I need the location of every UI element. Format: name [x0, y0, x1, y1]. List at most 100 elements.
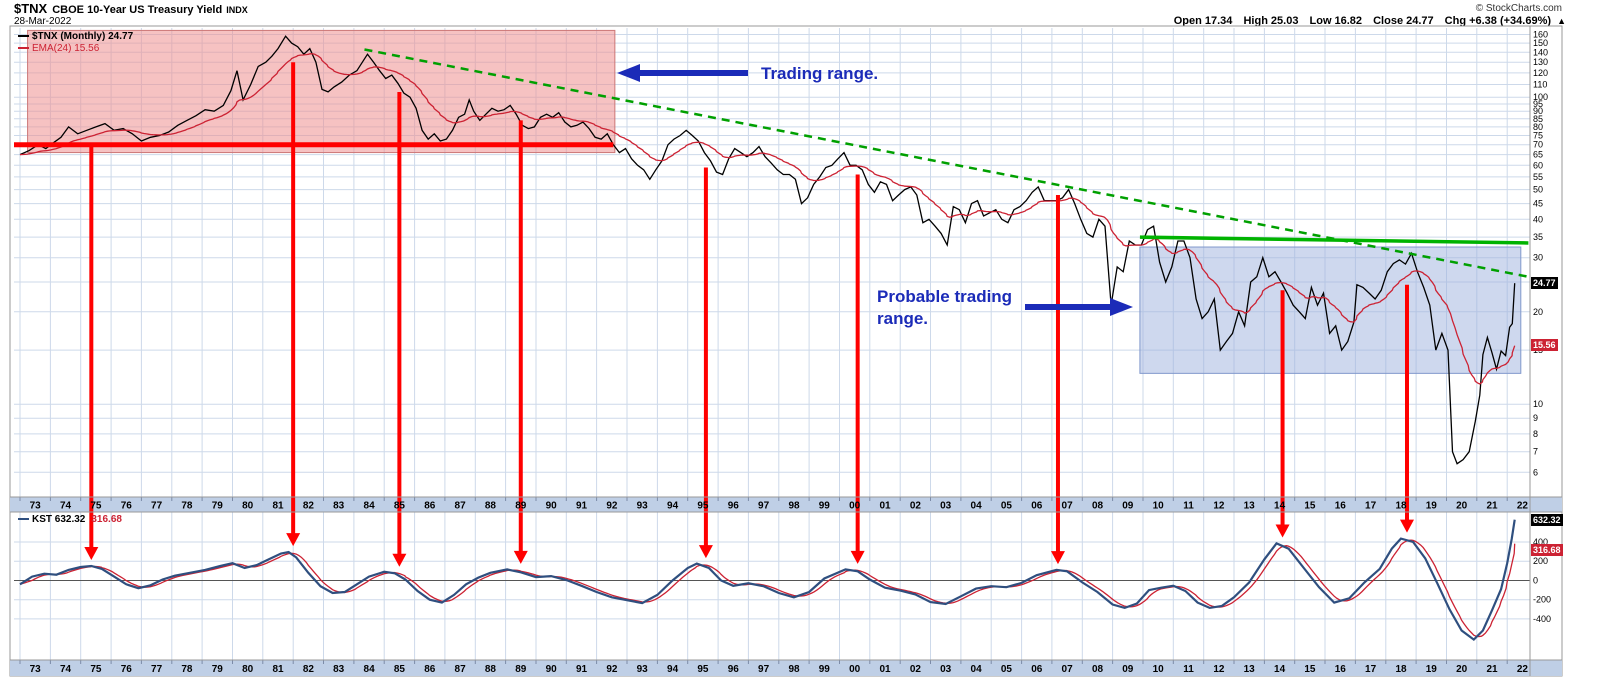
svg-text:16: 16 [1335, 501, 1347, 512]
svg-text:90: 90 [546, 501, 558, 512]
quote-line: Open 17.34 High 25.03 Low 16.82 Close 24.77 … [1166, 15, 1566, 27]
svg-text:400: 400 [1533, 537, 1548, 547]
ema-legend-label: EMA(24) 15.56 [32, 43, 100, 54]
open-value: 17.34 [1204, 15, 1233, 27]
svg-text:85: 85 [1533, 114, 1543, 124]
svg-text:74: 74 [60, 501, 72, 512]
svg-text:10: 10 [1533, 399, 1543, 409]
svg-text:07: 07 [1062, 664, 1074, 675]
svg-text:8: 8 [1533, 429, 1538, 439]
svg-text:17: 17 [1365, 664, 1377, 675]
chg-value: +6.38 (+34.69%) [1469, 15, 1552, 27]
svg-text:00: 00 [849, 501, 861, 512]
svg-text:79: 79 [212, 664, 224, 675]
svg-text:91: 91 [576, 664, 588, 675]
svg-text:94: 94 [667, 501, 679, 512]
svg-text:22: 22 [1517, 664, 1529, 675]
svg-text:15: 15 [1304, 664, 1316, 675]
low-label: Low [1309, 15, 1332, 27]
kst-signal-value-box: 316.68 [1531, 544, 1563, 556]
kst-signal-value: 316.68 [91, 514, 122, 525]
svg-text:95: 95 [1533, 99, 1543, 109]
last-price-box: 24.77 [1531, 277, 1558, 289]
symbol-name: CBOE 10-Year US Treasury Yield [52, 4, 223, 16]
svg-text:35: 35 [1533, 232, 1543, 242]
up-triangle-icon: ▲ [1557, 16, 1566, 26]
svg-text:73: 73 [30, 664, 42, 675]
price-line-swatch [18, 35, 29, 38]
svg-text:06: 06 [1031, 664, 1043, 675]
svg-text:19: 19 [1426, 501, 1438, 512]
probable-trading-range-label: Probable trading range. [877, 287, 1013, 328]
stockcharts-watermark: © StockCharts.com [1475, 3, 1562, 14]
svg-text:82: 82 [303, 664, 315, 675]
high-label: High [1243, 15, 1268, 27]
svg-text:30: 30 [1533, 253, 1543, 263]
main-legend: $TNX (Monthly) 24.77 EMA(24) 15.56 [18, 31, 133, 54]
kst-line-swatch [18, 518, 29, 521]
svg-text:10: 10 [1153, 664, 1165, 675]
svg-text:17: 17 [1365, 501, 1377, 512]
svg-text:81: 81 [272, 501, 284, 512]
svg-text:01: 01 [879, 501, 891, 512]
svg-text:-200: -200 [1533, 595, 1551, 605]
svg-text:-400: -400 [1533, 614, 1551, 624]
svg-text:18: 18 [1395, 501, 1407, 512]
svg-text:97: 97 [758, 501, 770, 512]
svg-text:03: 03 [940, 664, 952, 675]
svg-text:120: 120 [1533, 68, 1548, 78]
chart-date: 28-Mar-2022 [14, 16, 72, 27]
trading-range-label: Trading range. [761, 64, 879, 83]
svg-text:20: 20 [1456, 501, 1468, 512]
symbol: $TNX [14, 1, 48, 16]
chg-label: Chg [1444, 15, 1467, 27]
svg-text:97: 97 [758, 664, 770, 675]
svg-text:80: 80 [1533, 122, 1543, 132]
svg-text:150: 150 [1533, 38, 1548, 48]
svg-text:130: 130 [1533, 57, 1548, 67]
svg-text:75: 75 [90, 501, 102, 512]
kst-value: KST 632.32 [32, 514, 86, 525]
svg-text:05: 05 [1001, 501, 1013, 512]
svg-text:13: 13 [1244, 664, 1256, 675]
svg-text:08: 08 [1092, 501, 1104, 512]
svg-text:65: 65 [1533, 150, 1543, 160]
svg-text:140: 140 [1533, 47, 1548, 57]
svg-text:96: 96 [728, 664, 740, 675]
svg-text:00: 00 [849, 664, 861, 675]
main-legend-label: $TNX (Monthly) 24.77 [32, 31, 134, 42]
svg-text:160: 160 [1533, 30, 1548, 40]
svg-text:02: 02 [910, 501, 922, 512]
svg-text:55: 55 [1533, 172, 1543, 182]
svg-text:94: 94 [667, 664, 679, 675]
svg-text:93: 93 [637, 501, 649, 512]
svg-text:0: 0 [1533, 576, 1538, 586]
ema-value-box: 15.56 [1531, 339, 1558, 351]
svg-text:79: 79 [212, 501, 224, 512]
svg-text:07: 07 [1062, 501, 1074, 512]
svg-text:04: 04 [971, 664, 983, 675]
svg-text:92: 92 [606, 501, 618, 512]
svg-text:92: 92 [606, 664, 618, 675]
svg-text:77: 77 [151, 501, 163, 512]
svg-text:88: 88 [485, 664, 497, 675]
svg-text:90: 90 [546, 664, 558, 675]
svg-text:80: 80 [242, 664, 254, 675]
svg-text:12: 12 [1213, 664, 1225, 675]
svg-text:200: 200 [1533, 556, 1548, 566]
svg-text:13: 13 [1244, 501, 1256, 512]
high-value: 25.03 [1270, 15, 1299, 27]
svg-text:76: 76 [121, 664, 133, 675]
svg-text:84: 84 [364, 501, 376, 512]
svg-text:06: 06 [1031, 501, 1043, 512]
svg-text:7: 7 [1533, 447, 1538, 457]
svg-text:18: 18 [1395, 664, 1407, 675]
svg-text:73: 73 [30, 501, 42, 512]
close-value: 24.77 [1406, 15, 1434, 27]
svg-text:45: 45 [1533, 199, 1543, 209]
svg-text:14: 14 [1274, 501, 1286, 512]
svg-text:02: 02 [910, 664, 922, 675]
svg-text:85: 85 [394, 664, 406, 675]
svg-text:76: 76 [121, 501, 133, 512]
